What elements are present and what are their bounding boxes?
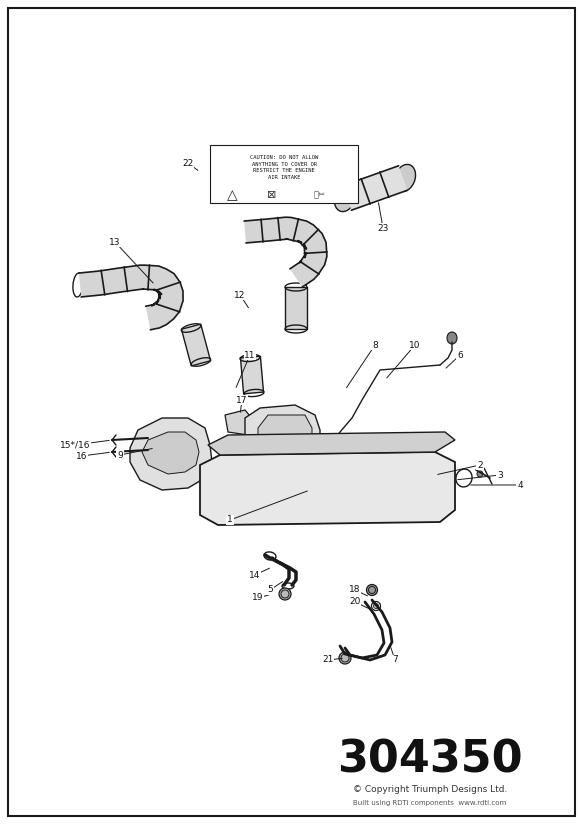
Polygon shape: [200, 452, 455, 525]
Ellipse shape: [219, 487, 225, 493]
Text: 7: 7: [392, 656, 398, 664]
Polygon shape: [244, 218, 327, 287]
Text: 23: 23: [377, 223, 389, 232]
Bar: [181, 324, 210, 366]
Text: 12: 12: [234, 291, 245, 299]
Text: ⊠: ⊠: [268, 190, 277, 200]
Ellipse shape: [234, 420, 242, 428]
Text: 2: 2: [477, 461, 483, 470]
Text: 8: 8: [372, 340, 378, 349]
Text: 21: 21: [322, 656, 333, 664]
Ellipse shape: [304, 466, 356, 514]
Polygon shape: [225, 410, 255, 435]
Polygon shape: [130, 418, 212, 490]
Ellipse shape: [311, 472, 349, 508]
Ellipse shape: [366, 466, 418, 514]
Ellipse shape: [477, 471, 483, 477]
Text: 1: 1: [227, 516, 233, 525]
Ellipse shape: [373, 472, 411, 508]
Ellipse shape: [335, 185, 356, 212]
Polygon shape: [208, 432, 455, 455]
Text: 16: 16: [76, 452, 88, 461]
Ellipse shape: [447, 332, 457, 344]
Polygon shape: [142, 432, 199, 474]
Text: △: △: [227, 188, 237, 202]
Text: 10: 10: [409, 340, 421, 349]
Ellipse shape: [279, 588, 291, 600]
Ellipse shape: [395, 165, 416, 192]
Ellipse shape: [242, 466, 294, 514]
Bar: [240, 356, 264, 394]
Text: 〜✂: 〜✂: [314, 190, 326, 199]
Polygon shape: [245, 405, 320, 478]
Text: 4: 4: [517, 480, 523, 489]
Bar: [210, 145, 358, 203]
Bar: [285, 287, 307, 329]
Text: 14: 14: [250, 570, 261, 579]
Ellipse shape: [367, 584, 378, 596]
Text: 9: 9: [117, 451, 123, 460]
Text: Built using RDTi components  www.rdti.com: Built using RDTi components www.rdti.com: [353, 800, 507, 806]
Ellipse shape: [269, 461, 275, 466]
Text: 13: 13: [109, 237, 121, 246]
Text: 18: 18: [349, 586, 361, 594]
Ellipse shape: [249, 472, 287, 508]
Ellipse shape: [178, 444, 188, 456]
Polygon shape: [79, 265, 183, 330]
Text: 6: 6: [457, 350, 463, 359]
Polygon shape: [343, 166, 408, 210]
Ellipse shape: [149, 436, 156, 441]
Text: 15*/16: 15*/16: [59, 441, 90, 450]
Text: CAUTION: DO NOT ALLOW
ANYTHING TO COVER OR
RESTRICT THE ENGINE
AIR INTAKE: CAUTION: DO NOT ALLOW ANYTHING TO COVER …: [250, 155, 318, 180]
Text: 19: 19: [252, 593, 264, 602]
Ellipse shape: [374, 603, 378, 608]
Ellipse shape: [339, 652, 351, 664]
Ellipse shape: [269, 419, 275, 424]
Text: 304350: 304350: [337, 738, 523, 781]
Ellipse shape: [149, 447, 156, 452]
Text: 22: 22: [182, 158, 194, 167]
Text: © Copyright Triumph Designs Ltd.: © Copyright Triumph Designs Ltd.: [353, 785, 507, 794]
Text: 5: 5: [267, 586, 273, 594]
Text: 20: 20: [349, 597, 361, 606]
Text: 3: 3: [497, 471, 503, 480]
Text: 17: 17: [236, 396, 248, 405]
Text: 11: 11: [244, 350, 256, 359]
Polygon shape: [258, 415, 312, 470]
Ellipse shape: [159, 446, 171, 460]
